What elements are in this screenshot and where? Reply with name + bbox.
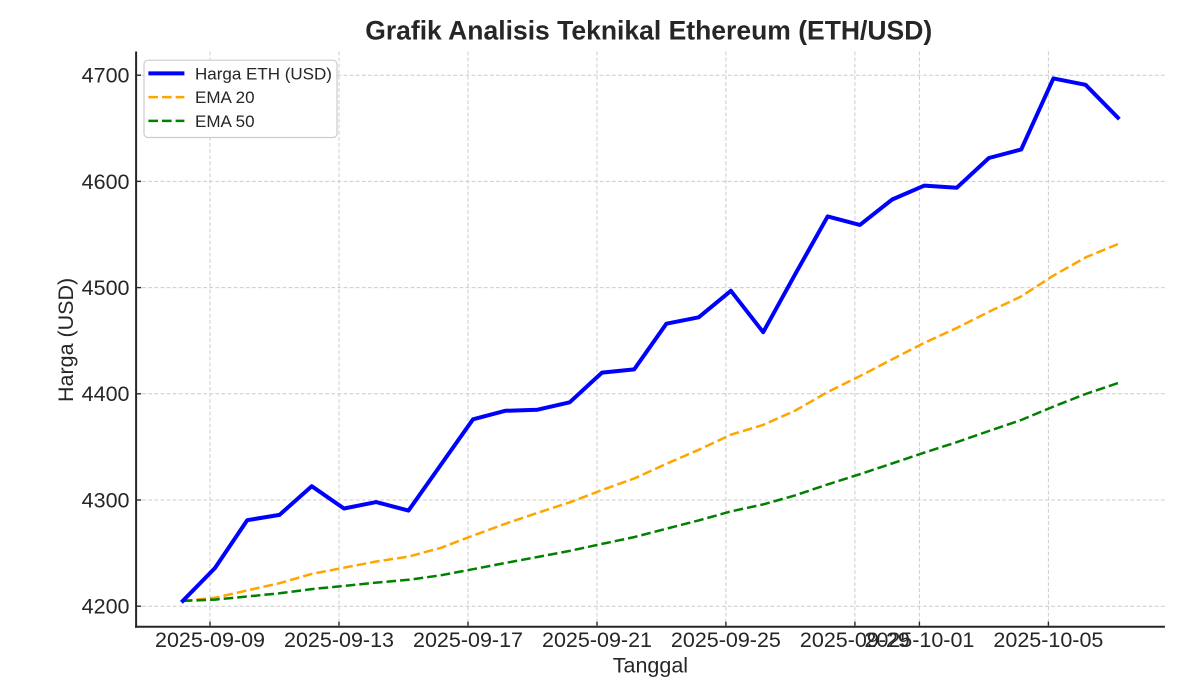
svg-text:4600: 4600 (82, 170, 130, 194)
svg-text:4500: 4500 (82, 276, 130, 300)
svg-text:Tanggal: Tanggal (613, 654, 688, 678)
svg-text:Grafik Analisis Teknikal Ether: Grafik Analisis Teknikal Ethereum (ETH/U… (365, 16, 932, 46)
svg-text:2025-10-05: 2025-10-05 (993, 628, 1103, 652)
svg-text:EMA 50: EMA 50 (195, 112, 255, 131)
svg-text:Harga (USD): Harga (USD) (54, 278, 78, 402)
svg-text:2025-10-01: 2025-10-01 (864, 628, 974, 652)
svg-text:4700: 4700 (82, 64, 130, 88)
svg-text:2025-09-21: 2025-09-21 (542, 628, 652, 652)
svg-text:2025-09-17: 2025-09-17 (413, 628, 523, 652)
svg-text:EMA 20: EMA 20 (195, 88, 255, 107)
svg-text:4300: 4300 (82, 488, 130, 512)
svg-text:2025-09-25: 2025-09-25 (671, 628, 781, 652)
svg-text:2025-09-13: 2025-09-13 (284, 628, 394, 652)
svg-text:2025-09-29: 2025-09-29 (800, 628, 910, 652)
svg-text:2025-09-09: 2025-09-09 (155, 628, 265, 652)
svg-text:Harga ETH (USD): Harga ETH (USD) (195, 64, 332, 83)
svg-text:4400: 4400 (82, 382, 130, 406)
svg-text:4200: 4200 (82, 595, 130, 619)
